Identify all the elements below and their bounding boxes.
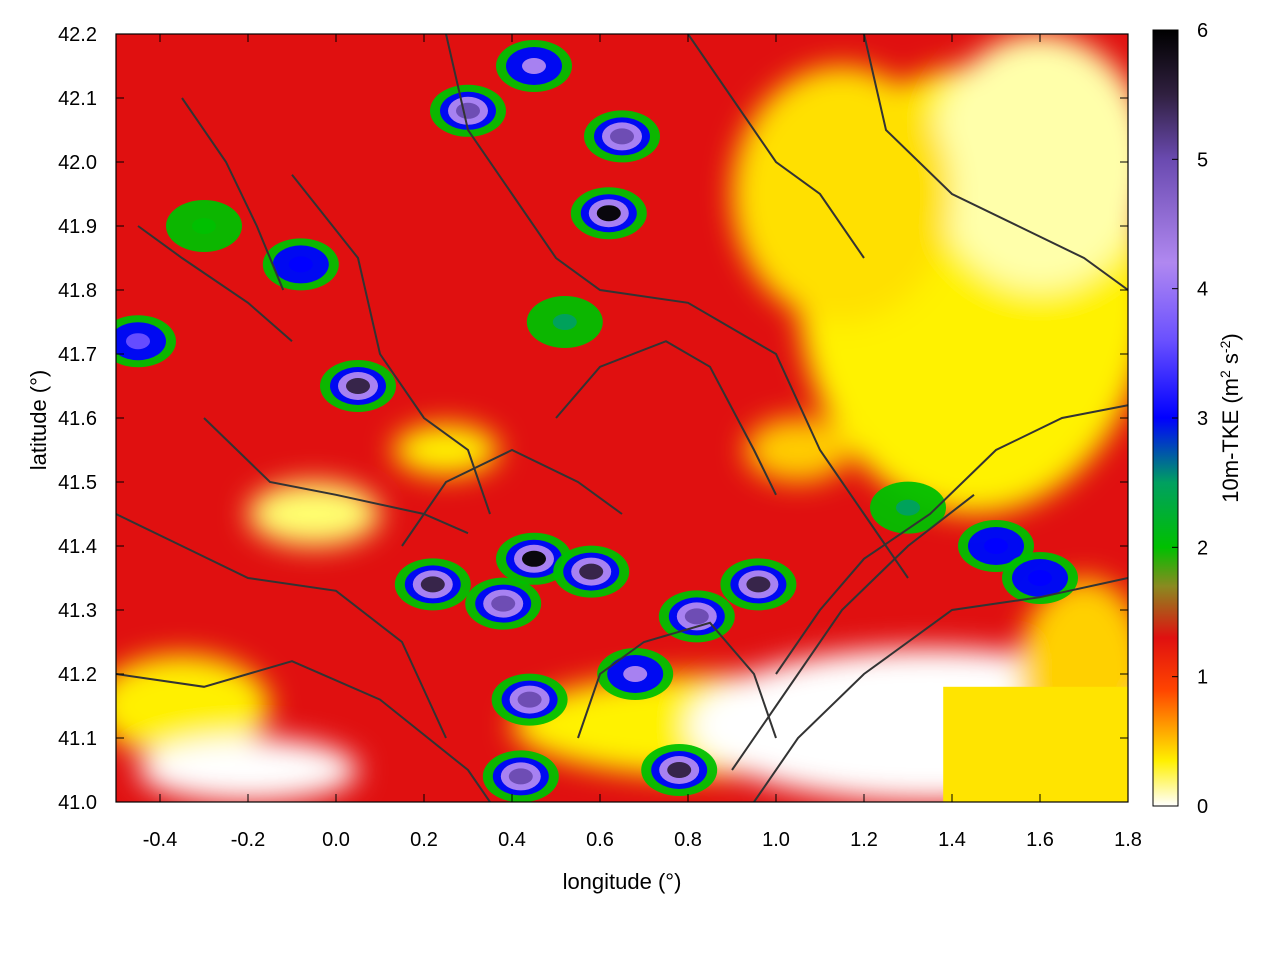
heat-texture-patch [930, 34, 1128, 290]
tke-feature [465, 577, 542, 630]
x-tick-label: 0.4 [498, 829, 526, 851]
heat-texture-patch [248, 482, 380, 546]
tke-feature [570, 187, 647, 240]
tke-feature [320, 360, 396, 412]
contour-line [116, 513, 447, 739]
x-axis: -0.4 -0.2 0.0 0.2 0.4 0.6 0.8 1.0 1.2 1.4 1.6 1.8 [143, 34, 1142, 851]
y-tick-label: 41.2 [58, 664, 97, 686]
contour-line [291, 174, 491, 515]
tke-feature [870, 481, 946, 534]
x-tick-label: 0.0 [322, 829, 350, 851]
contour-line [116, 660, 491, 802]
terrain-contours [116, 34, 1128, 802]
y-tick-label: 41.4 [58, 536, 97, 558]
x-tick-label: 1.6 [1026, 829, 1054, 851]
y-tick-label: 41.8 [58, 280, 97, 302]
heat-sea-area [943, 686, 1128, 802]
tke-feature [496, 40, 572, 92]
y-tick-label: 41.5 [58, 472, 97, 494]
tke-feature [482, 750, 559, 802]
heat-texture-patch [732, 66, 952, 322]
plot-area [115, 33, 1129, 803]
y-tick-label: 41.7 [58, 344, 97, 366]
x-tick-label: -0.4 [143, 829, 177, 851]
heat-texture-patch [138, 738, 358, 802]
contour-line [731, 494, 975, 771]
colorbar-tick-label: 3 [1197, 408, 1208, 430]
contour-line [863, 34, 1128, 291]
colorbar-tick-label: 5 [1197, 149, 1208, 171]
contour-line [555, 340, 777, 496]
heat-texture-patch [745, 418, 851, 482]
y-tick-label: 42.1 [58, 88, 97, 110]
colorbar-tick-label: 1 [1197, 667, 1208, 689]
contour-line [181, 97, 285, 291]
colorbar-tick-label: 2 [1197, 537, 1208, 559]
contour-line [753, 577, 1128, 802]
tke-feature [116, 315, 176, 368]
tke-feature [166, 200, 242, 252]
tke-feature [262, 238, 339, 291]
y-tick-label: 41.1 [58, 728, 97, 750]
contour-line [203, 417, 469, 535]
tke-feature [720, 558, 797, 611]
heat-texture-patch [393, 424, 499, 476]
y-tick-label: 42.2 [58, 24, 97, 46]
colorbar-tick-label: 0 [1197, 796, 1208, 818]
colorbar-tick-label: 4 [1197, 279, 1208, 301]
y-tick-label: 42.0 [58, 152, 97, 174]
tke-feature [553, 545, 630, 598]
x-tick-label: 1.0 [762, 829, 790, 851]
y-axis: 41.0 41.1 41.2 41.3 41.4 41.5 41.6 41.7 41.8 41.9… [58, 24, 1128, 814]
x-tick-label: 1.8 [1114, 829, 1142, 851]
contour-line [445, 34, 909, 579]
y-tick-label: 41.9 [58, 216, 97, 238]
contour-line [137, 225, 293, 342]
contour-line [775, 404, 1128, 675]
y-tick-label: 41.3 [58, 600, 97, 622]
x-axis-label: longitude (°) [563, 869, 682, 894]
tke-feature [584, 110, 660, 163]
tke-heatmap [116, 34, 1128, 802]
x-tick-label: 0.2 [410, 829, 438, 851]
tke-feature [430, 84, 506, 137]
x-tick-label: 1.4 [938, 829, 966, 851]
colorbar: 0 1 2 3 4 5 6 10m-TKE (m2 s-2) [1152, 20, 1243, 818]
contour-line [687, 34, 865, 259]
colorbar-tick-label: 6 [1197, 20, 1208, 42]
y-tick-label: 41.6 [58, 408, 97, 430]
tke-feature [526, 296, 603, 348]
x-tick-label: 0.6 [586, 829, 614, 851]
tke-feature [641, 744, 718, 796]
tke-feature [496, 532, 572, 585]
y-tick-label: 41.0 [58, 792, 97, 814]
x-tick-label: 1.2 [850, 829, 878, 851]
tke-feature [597, 648, 674, 700]
x-tick-label: -0.2 [231, 829, 265, 851]
contour-line [401, 448, 623, 547]
tke-feature [491, 673, 568, 726]
tke-feature [394, 558, 471, 611]
colorbar-label: 10m-TKE (m2 s-2) [1217, 333, 1243, 502]
y-axis-label: latitude (°) [26, 370, 51, 471]
colorbar-ticks: 0 1 2 3 4 5 6 [1172, 20, 1208, 818]
contour-line [577, 621, 777, 739]
x-tick-label: 0.8 [674, 829, 702, 851]
tke-feature [1002, 552, 1078, 604]
